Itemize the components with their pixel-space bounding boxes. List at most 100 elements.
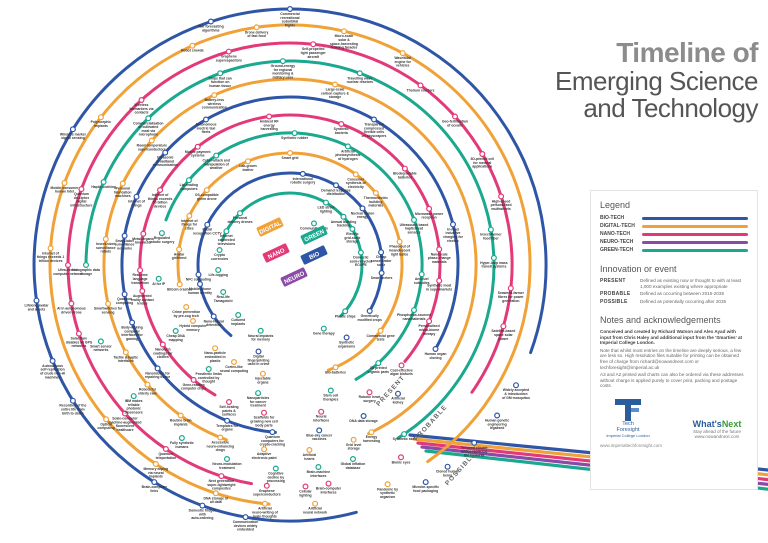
event-label: Phase-out of incandescent light bulbs [389,245,412,257]
event-label: Plastic chips [335,314,356,318]
event-label: Smart sensor networks [90,344,112,352]
event-marker: Quantum computing [116,291,133,305]
event-marker: Smart sensor networks [90,338,112,352]
event-marker: Prosthetic limbs controlled by thought [196,366,222,384]
event-marker: Electric grid-scale storage [344,226,361,244]
legend-item-label: BIO-TECH [600,215,625,221]
event-label: Artificial hearts [303,453,317,461]
event-label: 3D-printed cell for medical applications [471,157,495,169]
notes-paragraph-3: A3 and A2 printed wall charts can also b… [600,372,744,389]
event-label: Cheap DNA mapping [166,334,185,342]
event-marker: 3D printed organic parts [368,360,389,374]
event-dot [68,300,75,307]
event-dot [352,171,359,178]
event-marker: Robots for elderly care [138,381,157,395]
center-badge-neuro: NEURO [280,267,308,287]
ring-arc-bio [120,95,460,434]
legend-item: GREEN-TECH [600,246,748,254]
event-label: Graphene supercapacitors [216,55,242,63]
tech-foresight-mark-icon [615,398,641,421]
event-label: Stem cell therapies [323,394,338,402]
event-marker: Avatar girlfriend [172,246,186,260]
event-marker: Lifelong avatar and assets [24,297,49,311]
event-marker: Neuro-modulation treatment [212,456,242,470]
event-marker: War forecasting algorithms [198,18,224,32]
event-label: Synthetic bacteria [334,127,349,135]
event-dot [366,389,373,396]
event-dot [148,137,155,144]
event-dot [133,193,140,200]
event-marker: Thorium reactors [407,82,435,92]
event-label: Nano-Neural detection [204,319,224,327]
event-marker: Nanorobots for repairing tissue [145,365,171,379]
event-label: Autonomous self-replication of crude non-A… [40,364,65,379]
event-marker: Quantum teleportation [156,446,176,460]
event-marker: Ultrasound based haptic/heat sensors [400,216,428,235]
event-marker: Ground-energy for regional monitoring & mil… [271,58,295,80]
event-label: Travelling wave nuclear reactors [347,76,373,84]
event-dot [97,114,104,121]
event-label: Widely accepted & introduction of GM mosqu… [502,388,530,400]
event-marker: Domestic fridges with auto-ordering [189,502,216,520]
event-dot [266,113,273,120]
event-dot [417,82,424,89]
event-dot [140,230,147,237]
event-marker: Internet of things exceeds 50 billion devic… [148,187,172,208]
event-label: Bitcoin crashes [167,287,192,291]
event-dot [372,190,379,197]
center-badge-nano: NANO [262,243,290,263]
event-label: Tactile & haptic interfaces [113,355,138,363]
event-label: Internet of things for cities [181,219,198,231]
whats-next-logo: What'sNext Stay ahead of the future www.… [686,419,748,439]
event-marker: Annual building tracking [331,213,356,228]
event-label: Anti-fuel subsidies [414,277,430,285]
event-dot [176,246,183,253]
event-marker: Biodegradable batteries [393,165,417,179]
event-label: Synthetic meat in supermarkets [426,284,452,292]
event-label: Microbe-specific food packaging [412,485,439,493]
innovation-key: PROBABLE [600,291,631,297]
event-marker: Self-healing paints & surfaces [219,399,239,417]
event-marker: Metal-organic bioreactor [132,230,154,245]
event-dot [452,113,459,120]
event-marker: Artificial photosynthesis of hydrogen [335,143,361,161]
event-marker: Graphene supercapacitors [216,48,242,63]
event-dot [186,212,193,219]
event-dot [512,382,519,389]
event-dot [318,408,325,415]
event-marker: DNA storage of all data [204,490,229,504]
legend-item-swatch [642,248,748,252]
legend-item-swatch [642,216,748,220]
center-badge-digital: DIGITAL [256,217,284,237]
event-dot [253,24,260,31]
event-marker: Blue-sky cancer vaccines [306,427,333,441]
event-label: Nanorobots for repairing tissue [145,371,171,379]
event-marker: Internet of things for cities [181,212,198,231]
event-label: Cloned human being [436,470,460,478]
event-label: Cyber-attack and manipulation of weather [202,159,230,171]
event-dot [226,399,233,406]
event-dot [401,165,408,172]
event-dot [257,327,264,334]
event-dot [190,376,197,383]
event-marker: Large-scale carbon capture & storage [321,81,349,99]
event-dot [311,220,318,227]
whats-next-url[interactable]: www.nowandnext.com [694,433,740,439]
event-dot [332,81,339,88]
event-marker: Crypto currencies [211,247,228,261]
event-marker: Recording of the entire life from birth to… [59,397,86,415]
event-dot [217,70,224,77]
event-marker: Next generation super-lightweight composit… [207,473,236,491]
event-marker: Nanotech coatings for clothes [153,341,173,359]
event-dot [217,434,224,441]
event-label: Wave/tidal engine for vehicles [394,56,411,68]
event-marker: Mobile payment systems [185,143,211,158]
event-marker: Bionic eyes [392,454,411,464]
event-label: Blue-sky cancer vaccines [306,433,333,441]
footer-url[interactable]: www.imperialtechforesight.com [600,442,663,448]
event-label: Artificial kidney [391,397,405,405]
event-dot [237,210,244,217]
event-marker: Gene therapy [313,325,335,336]
event-label: Hybrid computer memory [179,324,207,332]
event-dot [154,365,161,372]
